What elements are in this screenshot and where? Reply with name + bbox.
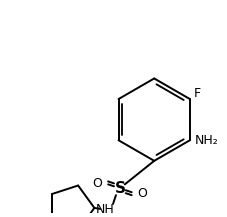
Text: F: F (193, 87, 200, 100)
Text: NH₂: NH₂ (194, 134, 217, 147)
Text: O: O (92, 177, 102, 190)
Text: S: S (114, 181, 125, 196)
Text: O: O (137, 187, 147, 200)
Text: NH: NH (95, 203, 114, 216)
